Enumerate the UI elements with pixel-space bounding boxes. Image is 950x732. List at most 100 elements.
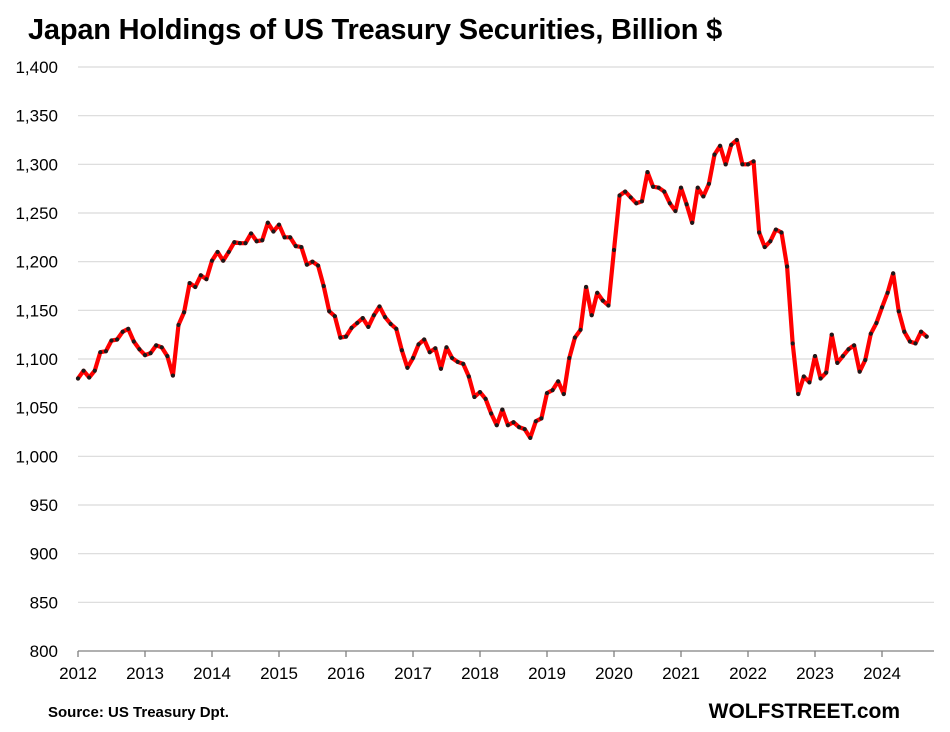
data-point: [299, 244, 304, 250]
data-point: [327, 309, 332, 314]
x-tick-label: 2014: [193, 664, 231, 683]
data-point: [321, 283, 326, 289]
data-point: [483, 396, 488, 402]
data-point: [489, 411, 494, 416]
data-point: [690, 220, 695, 225]
data-point: [701, 194, 706, 199]
data-point: [522, 426, 527, 432]
data-point: [410, 355, 416, 361]
x-tick-labels: 2012 2013 2014 2015 2016 2017 2018 2019 2020 2021…: [59, 664, 901, 683]
data-point: [611, 247, 617, 253]
data-point: [801, 374, 806, 379]
data-point: [176, 322, 181, 328]
data-point: [595, 290, 600, 295]
x-tick-label: 2020: [595, 664, 633, 683]
data-point: [254, 239, 259, 244]
data-point: [589, 313, 594, 318]
data-point: [215, 249, 220, 255]
data-point: [556, 379, 561, 384]
data-point: [528, 435, 533, 440]
data-point: [288, 235, 293, 240]
data-point: [734, 137, 739, 143]
data-point: [857, 369, 862, 374]
data-point: [377, 304, 382, 309]
y-tick-label: 1,400: [15, 58, 58, 77]
data-point: [500, 407, 505, 412]
data-point: [695, 185, 700, 190]
data-point: [332, 314, 337, 319]
data-point: [232, 240, 237, 245]
data-point: [204, 277, 209, 282]
data-point: [405, 365, 410, 370]
data-point: [103, 349, 109, 354]
data-point: [606, 303, 611, 308]
data-point: [371, 313, 377, 318]
data-point: [349, 325, 354, 330]
data-point: [835, 360, 840, 365]
data-point: [673, 208, 678, 214]
data-point: [466, 374, 471, 379]
data-point: [757, 230, 762, 235]
data-point: [226, 249, 231, 255]
data-point: [394, 326, 399, 331]
x-tick-label: 2023: [796, 664, 834, 683]
data-point: [265, 220, 270, 225]
data-point: [126, 326, 131, 331]
y-tick-label: 800: [30, 642, 58, 661]
data-point: [366, 324, 371, 329]
data-point: [276, 222, 282, 227]
data-point: [740, 162, 745, 167]
data-point: [745, 162, 751, 167]
data-point: [399, 348, 404, 353]
data-point: [416, 342, 421, 347]
data-point: [879, 305, 885, 310]
chart-title: Japan Holdings of US Treasury Securities…: [28, 14, 723, 46]
data-point: [181, 310, 187, 315]
data-point: [550, 388, 555, 393]
data-point: [114, 337, 120, 342]
data-point: [874, 320, 879, 326]
data-point: [924, 334, 929, 339]
data-point: [131, 339, 136, 344]
data-point: [567, 355, 572, 361]
data-point: [159, 345, 164, 350]
brand-label: WOLFSTREET.com: [708, 700, 900, 723]
data-point: [494, 423, 499, 428]
data-point: [315, 263, 321, 268]
x-tick-label: 2017: [394, 664, 432, 683]
data-point: [243, 241, 248, 246]
data-point: [388, 321, 393, 327]
y-tick-label: 1,050: [15, 399, 58, 418]
x-tick-label: 2024: [863, 664, 901, 683]
data-point: [896, 309, 901, 314]
data-point: [824, 370, 829, 375]
y-tick-label: 1,100: [15, 350, 58, 369]
data-point: [310, 259, 315, 264]
data-point: [891, 271, 896, 276]
data-point: [818, 376, 823, 381]
data-point: [723, 162, 728, 167]
data-point: [338, 335, 343, 340]
gridlines: [78, 66, 934, 603]
data-point: [829, 332, 834, 337]
data-point: [885, 290, 890, 295]
data-point: [717, 143, 723, 148]
x-tick-label: 2015: [260, 664, 298, 683]
source-note: Source: US Treasury Dpt.: [48, 704, 229, 721]
data-point: [304, 262, 310, 267]
data-point: [623, 189, 628, 194]
data-point: [868, 331, 873, 336]
data-point: [433, 346, 438, 351]
data-point: [382, 315, 388, 320]
data-point: [455, 359, 460, 365]
data-point: [706, 181, 712, 186]
data-point: [807, 380, 812, 385]
data-point: [768, 239, 773, 244]
data-point: [634, 201, 639, 206]
data-point: [656, 185, 661, 190]
data-point: [918, 329, 924, 334]
data-point: [684, 202, 689, 207]
data-point: [260, 238, 265, 243]
series-markers: [75, 137, 929, 440]
